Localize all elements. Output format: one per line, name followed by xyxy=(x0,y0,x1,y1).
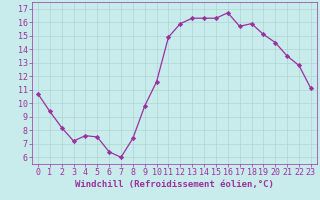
X-axis label: Windchill (Refroidissement éolien,°C): Windchill (Refroidissement éolien,°C) xyxy=(75,180,274,189)
